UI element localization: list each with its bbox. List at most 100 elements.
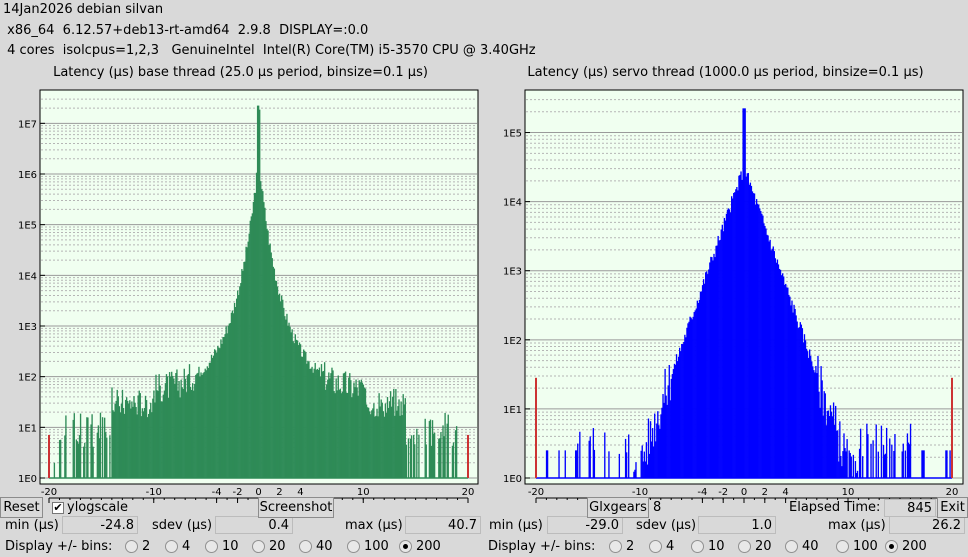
- histogram-bar: [240, 283, 242, 478]
- histogram-bar: [251, 213, 254, 478]
- histogram-bar: [335, 378, 337, 478]
- histogram-bar: [796, 321, 798, 478]
- bins-radio-200[interactable]: [399, 540, 412, 553]
- histogram-bar: [73, 413, 75, 478]
- histogram-bar: [224, 334, 226, 478]
- histogram-bar: [175, 373, 177, 478]
- histogram-bar: [313, 368, 315, 478]
- histogram-bar: [174, 383, 176, 478]
- bins-radio-20[interactable]: [738, 540, 751, 553]
- bins-radio-20[interactable]: [252, 540, 265, 553]
- histogram-bar: [793, 304, 795, 478]
- histogram-bar: [850, 456, 852, 478]
- histogram-bar: [149, 409, 151, 478]
- bins-radio-40[interactable]: [785, 540, 798, 553]
- histogram-bar: [452, 442, 455, 478]
- bins-radio-4[interactable]: [165, 540, 178, 553]
- histogram-bar: [454, 430, 457, 478]
- sdev-value: 0.4: [215, 516, 293, 534]
- reset-button[interactable]: Reset: [0, 497, 43, 518]
- histogram-bar: [180, 379, 182, 478]
- histogram-bar: [341, 391, 344, 478]
- histogram-bar: [839, 421, 841, 478]
- histogram-bar: [787, 287, 789, 478]
- histogram-bar: [213, 349, 216, 478]
- histogram-bar: [877, 451, 879, 478]
- histogram-bar: [753, 193, 756, 478]
- screenshot-button[interactable]: Screenshot: [258, 497, 334, 518]
- histogram-bar: [376, 408, 378, 478]
- exit-button[interactable]: Exit: [937, 497, 968, 518]
- bins-radio-100[interactable]: [347, 540, 360, 553]
- histogram-bar: [608, 451, 610, 478]
- ylogscale-checkbox[interactable]: ✔: [52, 501, 64, 514]
- histogram-bar: [444, 412, 446, 478]
- histogram-bar: [162, 394, 165, 478]
- histogram-bar: [235, 298, 238, 478]
- bins-radio-10[interactable]: [205, 540, 218, 553]
- histogram-bar: [105, 432, 107, 478]
- x-tick-label: -10: [632, 487, 648, 498]
- histogram-bar: [424, 418, 426, 478]
- histogram-bar: [809, 349, 811, 478]
- histogram-bar: [726, 209, 729, 478]
- bins-radio-4[interactable]: [649, 540, 662, 553]
- histogram-bar: [923, 450, 925, 478]
- bins-radio-40[interactable]: [299, 540, 312, 553]
- histogram-bar: [300, 356, 303, 478]
- histogram-bar: [134, 402, 136, 478]
- histogram-bar: [72, 419, 74, 478]
- histogram-bar: [382, 411, 384, 478]
- histogram-bar: [698, 299, 701, 478]
- x-tick-label: 20: [946, 487, 959, 498]
- bins-radio-2[interactable]: [609, 540, 622, 553]
- histogram-bar: [208, 362, 211, 478]
- histogram-bar: [306, 363, 308, 478]
- histogram-bar: [296, 340, 299, 478]
- histogram-bar: [761, 213, 763, 479]
- histogram-bar: [246, 247, 248, 478]
- histogram-bar: [854, 461, 857, 478]
- histogram-bar: [188, 364, 191, 478]
- histogram-bar: [708, 269, 710, 478]
- glxgears-button[interactable]: Glxgears: [587, 497, 649, 518]
- histogram-bar: [692, 316, 694, 478]
- histogram-bar: [365, 404, 368, 478]
- elapsed-time-value: 845: [884, 499, 936, 517]
- histogram-bar: [219, 348, 221, 478]
- histogram-bar: [438, 439, 440, 478]
- histogram-bar: [96, 432, 99, 478]
- histogram-bar: [375, 415, 377, 478]
- histogram-bar: [241, 269, 243, 478]
- histogram-bar: [734, 192, 736, 479]
- histogram-bar: [640, 450, 642, 478]
- histogram-bar: [279, 301, 282, 478]
- histogram-bar: [345, 392, 348, 478]
- max-value: 26.2: [889, 516, 965, 534]
- histogram-bar: [186, 375, 189, 478]
- histogram-bar: [350, 380, 352, 478]
- bins-radio-2[interactable]: [125, 540, 138, 553]
- histogram-bar: [712, 260, 714, 478]
- histogram-bar: [862, 456, 864, 478]
- histogram-bar: [715, 245, 717, 478]
- histogram-bar: [946, 450, 948, 478]
- histogram-bar: [133, 396, 135, 478]
- histogram-bar: [171, 371, 173, 478]
- histogram-bar: [321, 371, 324, 478]
- bins-radio-100[interactable]: [836, 540, 849, 553]
- histogram-bar: [788, 294, 790, 478]
- histogram-bar: [711, 257, 713, 478]
- min-value: -24.8: [62, 516, 138, 534]
- histogram-bar: [717, 235, 719, 478]
- bins-radio-10[interactable]: [691, 540, 704, 553]
- bins-radio-200[interactable]: [885, 540, 898, 553]
- histogram-bar: [319, 376, 322, 478]
- histogram-bar: [681, 343, 683, 478]
- histogram-bar: [669, 400, 671, 478]
- histogram-bar: [835, 405, 837, 478]
- histogram-bar: [114, 403, 116, 478]
- sdev-label: sdev (µs): [152, 518, 213, 533]
- histogram-bar: [439, 438, 441, 478]
- bins-radio-label-200: 200: [902, 539, 927, 554]
